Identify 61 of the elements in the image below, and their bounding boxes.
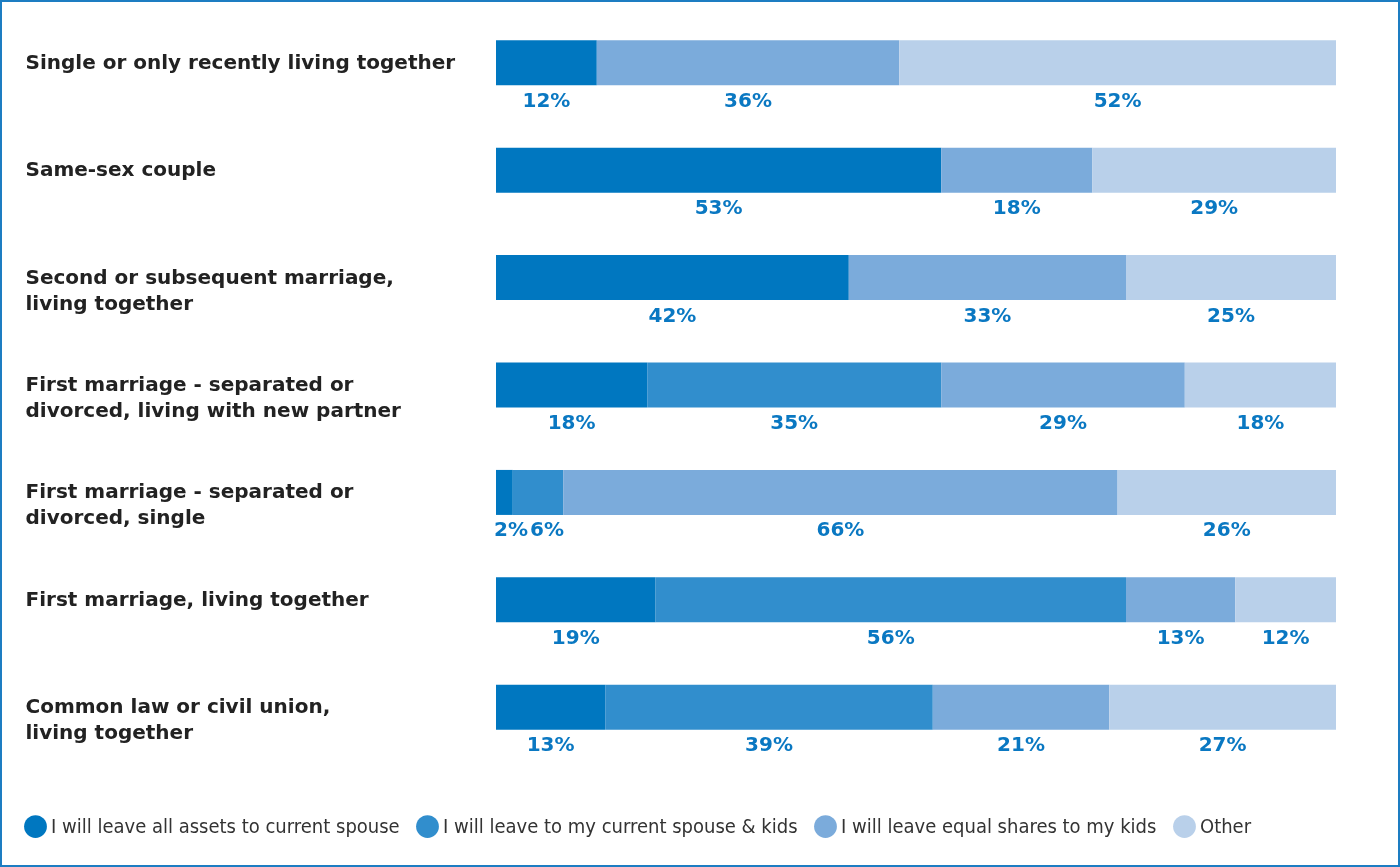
bar bbox=[496, 255, 849, 301]
legend-label: Other bbox=[1200, 813, 1252, 838]
data-label: 53% bbox=[694, 195, 743, 220]
bar bbox=[1109, 684, 1336, 730]
data-label: 26% bbox=[1202, 517, 1251, 542]
data-label: 36% bbox=[724, 87, 772, 112]
data-label: 18% bbox=[992, 195, 1041, 220]
bar bbox=[1126, 577, 1236, 623]
bar bbox=[647, 362, 942, 408]
data-label: 27% bbox=[1198, 732, 1247, 757]
data-label: 39% bbox=[745, 732, 793, 757]
y-tick-label: Same-sex couple bbox=[25, 157, 217, 182]
data-label: 13% bbox=[1156, 624, 1205, 649]
bar bbox=[932, 684, 1110, 730]
bar bbox=[1092, 147, 1336, 193]
bar bbox=[1184, 362, 1336, 408]
y-tick-label: First marriage - separated or divorced, living with new partner bbox=[25, 372, 402, 422]
legend-label: I will leave equal shares to my kids bbox=[841, 813, 1157, 838]
data-label: 25% bbox=[1207, 302, 1255, 327]
y-tick-label: Second or subsequent marriage, living together bbox=[25, 264, 394, 315]
data-label: 6% bbox=[530, 517, 564, 542]
data-label: 18% bbox=[1236, 410, 1285, 434]
data-label: 12% bbox=[1261, 624, 1310, 649]
data-label: 66% bbox=[816, 517, 865, 542]
data-label: 42% bbox=[648, 302, 697, 327]
bar bbox=[848, 255, 1126, 301]
bar bbox=[496, 40, 597, 86]
data-label: 21% bbox=[997, 732, 1045, 757]
y-tick-label: First marriage - separated or divorced, single bbox=[25, 479, 354, 530]
data-label: 12% bbox=[522, 87, 571, 112]
data-label: 29% bbox=[1190, 195, 1239, 220]
bar bbox=[941, 147, 1093, 193]
data-label: 18% bbox=[547, 410, 596, 434]
data-label: 2% bbox=[494, 517, 528, 542]
y-tick-label: Common law or civil union, living together bbox=[25, 694, 331, 745]
data-label: 33% bbox=[963, 302, 1012, 327]
bar bbox=[1235, 577, 1336, 623]
y-tick-label: First marriage, living together bbox=[25, 586, 369, 611]
bar bbox=[655, 577, 1126, 623]
bar bbox=[496, 577, 656, 623]
bar bbox=[1126, 255, 1336, 301]
bar bbox=[941, 362, 1185, 408]
bar bbox=[496, 684, 606, 730]
data-label: 19% bbox=[551, 624, 600, 649]
bar bbox=[605, 684, 933, 730]
bar bbox=[496, 362, 648, 408]
data-label: 52% bbox=[1093, 87, 1142, 112]
data-label: 29% bbox=[1039, 410, 1087, 434]
bar bbox=[596, 40, 900, 86]
bar bbox=[1117, 469, 1336, 515]
y-tick-label: Single or only recently living together bbox=[25, 49, 456, 74]
data-label: 35% bbox=[770, 410, 819, 434]
data-label: 13% bbox=[526, 732, 575, 757]
data-label: 56% bbox=[866, 624, 915, 649]
legend-label: I will leave to my current spouse & kids bbox=[443, 813, 798, 838]
bar bbox=[496, 469, 513, 515]
bar bbox=[899, 40, 1336, 86]
legend-label: I will leave all assets to current spouse bbox=[51, 813, 400, 838]
bar bbox=[563, 469, 1118, 515]
bar bbox=[512, 469, 564, 515]
bar bbox=[496, 147, 942, 193]
